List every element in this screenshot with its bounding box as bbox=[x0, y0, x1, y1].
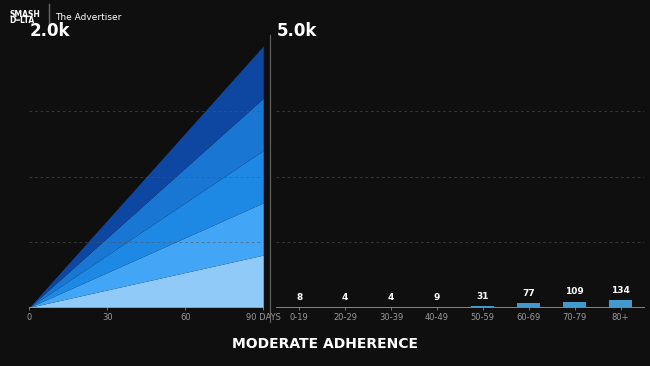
Text: D═LTA: D═LTA bbox=[10, 16, 35, 25]
Text: 109: 109 bbox=[566, 287, 584, 296]
Text: 77: 77 bbox=[523, 289, 535, 298]
Bar bbox=[563, 302, 586, 307]
Text: 2.0k: 2.0k bbox=[29, 22, 70, 41]
Text: 4: 4 bbox=[388, 293, 394, 302]
Bar bbox=[517, 303, 540, 307]
Text: SMASH: SMASH bbox=[10, 10, 40, 19]
Bar bbox=[609, 300, 632, 307]
Text: 134: 134 bbox=[611, 286, 630, 295]
Text: 8: 8 bbox=[296, 293, 302, 302]
Text: 4: 4 bbox=[342, 293, 348, 302]
Bar bbox=[471, 306, 494, 307]
Text: 9: 9 bbox=[434, 293, 440, 302]
Text: The Advertiser: The Advertiser bbox=[55, 13, 122, 22]
Text: 5.0k: 5.0k bbox=[276, 22, 317, 41]
Text: 31: 31 bbox=[476, 291, 489, 300]
Text: MODERATE ADHERENCE: MODERATE ADHERENCE bbox=[232, 337, 418, 351]
